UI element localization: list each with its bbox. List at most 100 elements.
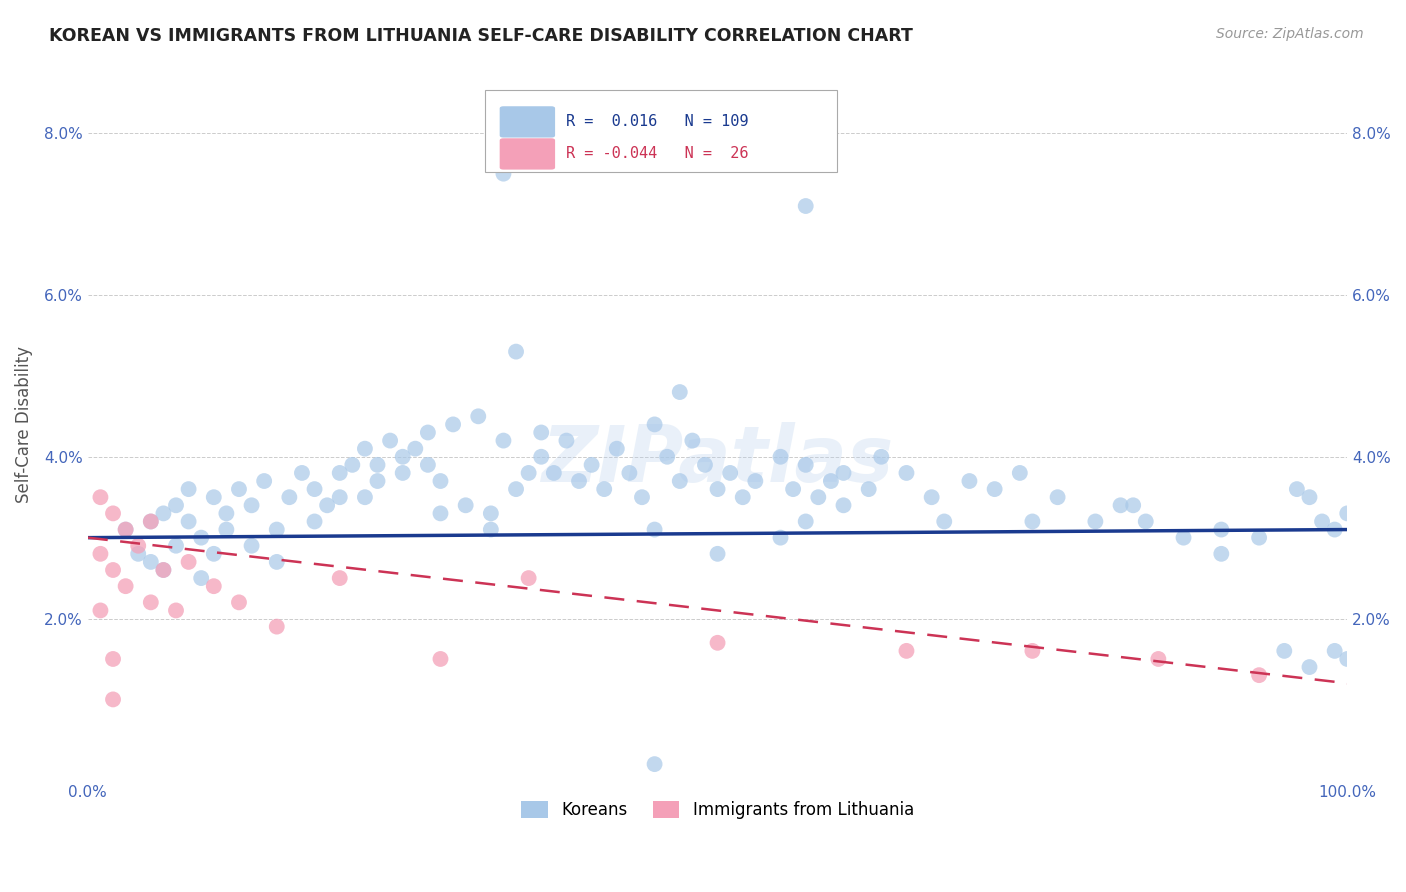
Point	[581, 458, 603, 472]
Point	[101, 692, 124, 706]
Point	[441, 417, 464, 432]
Point	[177, 555, 200, 569]
Point	[644, 523, 666, 537]
Point	[215, 523, 238, 537]
Point	[769, 531, 792, 545]
Point	[568, 474, 591, 488]
Point	[354, 442, 377, 456]
Point	[139, 595, 162, 609]
Point	[101, 652, 124, 666]
Point	[240, 498, 263, 512]
Point	[479, 507, 502, 521]
FancyBboxPatch shape	[485, 90, 837, 172]
Point	[391, 450, 413, 464]
Point	[505, 482, 527, 496]
FancyBboxPatch shape	[499, 106, 555, 137]
Point	[706, 636, 728, 650]
Point	[870, 450, 893, 464]
Point	[177, 482, 200, 496]
Point	[454, 498, 477, 512]
Point	[304, 482, 326, 496]
Point	[619, 466, 641, 480]
Point	[1249, 531, 1271, 545]
Point	[467, 409, 489, 424]
Point	[1323, 523, 1346, 537]
Point	[769, 450, 792, 464]
Point	[240, 539, 263, 553]
Point	[1323, 644, 1346, 658]
Point	[555, 434, 578, 448]
Point	[429, 652, 451, 666]
Point	[858, 482, 880, 496]
Point	[165, 498, 187, 512]
Legend: Koreans, Immigrants from Lithuania: Koreans, Immigrants from Lithuania	[515, 794, 921, 825]
Point	[782, 482, 804, 496]
Point	[718, 466, 741, 480]
Point	[278, 490, 301, 504]
Point	[139, 515, 162, 529]
Point	[114, 523, 136, 537]
Point	[215, 507, 238, 521]
Point	[543, 466, 565, 480]
Point	[1084, 515, 1107, 529]
Point	[152, 563, 174, 577]
Point	[253, 474, 276, 488]
Point	[631, 490, 654, 504]
Point	[367, 458, 389, 472]
Point	[202, 547, 225, 561]
Point	[177, 515, 200, 529]
Point	[807, 490, 830, 504]
Point	[668, 385, 690, 400]
Point	[1298, 490, 1320, 504]
Point	[530, 450, 553, 464]
Point	[152, 507, 174, 521]
Point	[1173, 531, 1195, 545]
Point	[329, 466, 352, 480]
Point	[1008, 466, 1031, 480]
Point	[342, 458, 364, 472]
Point	[228, 482, 250, 496]
Point	[329, 571, 352, 585]
Point	[1135, 515, 1157, 529]
Point	[1021, 515, 1043, 529]
Point	[657, 450, 679, 464]
Point	[228, 595, 250, 609]
Point	[416, 458, 439, 472]
Point	[1285, 482, 1308, 496]
Point	[1046, 490, 1069, 504]
Point	[479, 523, 502, 537]
Point	[1272, 644, 1295, 658]
Point	[114, 523, 136, 537]
Point	[139, 555, 162, 569]
Point	[794, 515, 817, 529]
Point	[744, 474, 766, 488]
Point	[606, 442, 628, 456]
Point	[668, 474, 690, 488]
Point	[921, 490, 943, 504]
FancyBboxPatch shape	[499, 138, 555, 169]
Point	[832, 466, 855, 480]
Point	[706, 547, 728, 561]
Point	[706, 482, 728, 496]
Point	[492, 434, 515, 448]
Text: R = -0.044   N =  26: R = -0.044 N = 26	[567, 146, 749, 161]
Point	[367, 474, 389, 488]
Point	[165, 603, 187, 617]
Point	[517, 571, 540, 585]
Point	[517, 466, 540, 480]
Point	[983, 482, 1005, 496]
Point	[1310, 515, 1333, 529]
Point	[101, 507, 124, 521]
Text: ZIPatlas: ZIPatlas	[541, 422, 894, 498]
Point	[959, 474, 981, 488]
Point	[1211, 547, 1233, 561]
Point	[1211, 523, 1233, 537]
Y-axis label: Self-Care Disability: Self-Care Disability	[15, 346, 32, 503]
Point	[165, 539, 187, 553]
Point	[530, 425, 553, 440]
Point	[1249, 668, 1271, 682]
Point	[404, 442, 426, 456]
Point	[190, 531, 212, 545]
Point	[89, 603, 111, 617]
Point	[934, 515, 956, 529]
